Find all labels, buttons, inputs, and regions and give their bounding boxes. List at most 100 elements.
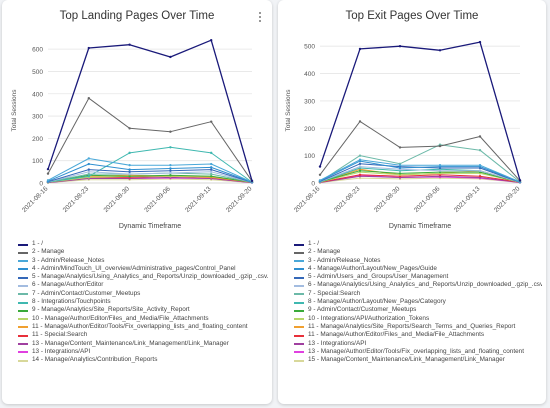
legend-item[interactable]: 4 - Manage/Author/Layout/New_Pages/Guide xyxy=(294,265,542,273)
legend-swatch xyxy=(294,359,304,362)
y-tick-label: 500 xyxy=(304,44,315,51)
legend-label: 3 - Admin/Release_Notes xyxy=(32,256,105,264)
legend-swatch xyxy=(294,284,304,287)
x-tick-label: 2021-09-06 xyxy=(143,185,172,214)
legend-swatch xyxy=(294,334,304,337)
legend-label: 9 - Admin/Contact/Customer_Meetups xyxy=(308,306,417,314)
series-line xyxy=(47,169,253,183)
data-point xyxy=(169,130,172,133)
legend-item[interactable]: 13 - Integrations/API xyxy=(294,340,542,348)
legend-item[interactable]: 1 - / xyxy=(294,240,542,248)
data-point xyxy=(358,165,362,168)
x-axis-label: Dynamic Timeframe xyxy=(119,223,181,230)
x-tick-label: 2021-08-30 xyxy=(373,185,402,214)
data-point xyxy=(210,162,213,166)
legend-item[interactable]: 1 - / xyxy=(18,240,268,248)
legend-item[interactable]: 13 - Integrations/API xyxy=(18,348,268,356)
y-tick-label: 500 xyxy=(32,69,43,76)
data-point xyxy=(169,163,172,167)
legend-label: 11 - Manage/Analytics/Site_Reports/Searc… xyxy=(308,322,516,330)
legend-label: 13 - Manage/Author/Editor/Tools/Fix_over… xyxy=(308,347,524,355)
y-tick-label: 300 xyxy=(32,114,43,121)
data-point xyxy=(128,175,131,178)
legend-item[interactable]: 4 - Admin/MindTouch_UI_overview/Administ… xyxy=(18,265,268,273)
legend-label: 5 - Manage/Analytics/Using_Analytics_and… xyxy=(32,273,268,281)
data-point xyxy=(87,157,91,160)
legend-item[interactable]: 5 - Manage/Analytics/Using_Analytics_and… xyxy=(18,273,268,281)
legend-item[interactable]: 2 - Manage xyxy=(18,248,268,256)
legend-item[interactable]: 7 - Admin/Contact/Customer_Meetups xyxy=(18,290,268,298)
legend-item[interactable]: 8 - Manage/Author/Layout/New_Pages/Categ… xyxy=(294,298,542,306)
legend-label: 8 - Manage/Author/Layout/New_Pages/Categ… xyxy=(308,298,446,306)
legend-item[interactable]: 2 - Manage xyxy=(294,248,542,256)
legend-label: 9 - Manage/Analytics/Site_Reports/Site_A… xyxy=(32,306,190,314)
data-point xyxy=(438,164,442,167)
legend-item[interactable]: 9 - Manage/Analytics/Site_Reports/Site_A… xyxy=(18,306,268,314)
legend-label: 8 - Integrations/Touchpoints xyxy=(32,298,111,306)
legend-label: 2 - Manage xyxy=(308,248,341,256)
legend-label: 2 - Manage xyxy=(32,248,65,256)
legend-item[interactable]: 8 - Integrations/Touchpoints xyxy=(18,298,268,306)
data-point xyxy=(87,46,91,50)
legend-swatch xyxy=(18,351,28,354)
data-point xyxy=(46,179,50,182)
legend-item[interactable]: 11 - Manage/Analytics/Site_Reports/Searc… xyxy=(294,323,542,331)
legend-swatch xyxy=(294,343,304,346)
legend-item[interactable]: 9 - Admin/Contact/Customer_Meetups xyxy=(294,306,542,314)
legend-item[interactable]: 11 - Special:Search xyxy=(18,331,268,339)
legend-label: 7 - Special:Search xyxy=(308,289,361,297)
data-point xyxy=(318,179,322,182)
legend-item[interactable]: 10 - Integrations/API/Authorization_Toke… xyxy=(294,315,542,323)
legend-item[interactable]: 6 - Manage/Author/Editor xyxy=(18,281,268,289)
legend-label: 13 - Integrations/API xyxy=(32,347,91,355)
y-tick-label: 200 xyxy=(32,136,43,143)
legend-item[interactable]: 13 - Manage/Author/Editor/Tools/Fix_over… xyxy=(294,348,542,356)
legend-item[interactable]: 5 - Admin/Users_and_Groups/User_Manageme… xyxy=(294,273,542,281)
x-tick-label: 2021-09-13 xyxy=(453,185,482,214)
data-point xyxy=(398,146,402,149)
legend-item[interactable]: 14 - Manage/Analytics/Contribution_Repor… xyxy=(18,356,268,364)
series-line xyxy=(47,39,253,181)
data-point xyxy=(169,169,172,172)
series-line xyxy=(47,163,253,183)
data-point xyxy=(210,166,213,169)
data-point xyxy=(128,127,131,130)
series-line xyxy=(319,120,521,182)
chart-legend: 1 - /2 - Manage 3 - Admin/Release_Notes 4 … xyxy=(294,240,542,364)
legend-swatch xyxy=(18,251,28,254)
legend-item[interactable]: 3 - Admin/Release_Notes xyxy=(294,257,542,265)
x-tick-label: 2021-08-16 xyxy=(293,185,322,214)
data-point xyxy=(169,55,172,59)
data-point xyxy=(210,172,213,176)
kebab-menu-icon[interactable] xyxy=(258,12,262,24)
legend-item[interactable]: 7 - Special:Search xyxy=(294,290,542,298)
data-point xyxy=(438,169,442,172)
data-point xyxy=(398,172,402,175)
legend-item[interactable]: 6 - Manage/Analytics/Using_Analytics_and… xyxy=(294,281,542,289)
series-line xyxy=(47,97,253,182)
legend-swatch xyxy=(18,301,28,304)
legend-label: 7 - Admin/Contact/Customer_Meetups xyxy=(32,289,141,297)
legend-item[interactable]: 10 - Manage/Author/Editor/Files_and_Medi… xyxy=(18,315,268,323)
data-point xyxy=(358,158,362,161)
legend-label: 10 - Manage/Author/Editor/Files_and_Medi… xyxy=(32,314,209,322)
legend-label: 13 - Integrations/API xyxy=(308,339,367,347)
legend-item[interactable]: 13 - Manage/Content_Maintenance/Link_Man… xyxy=(18,340,268,348)
legend-label: 10 - Integrations/API/Authorization_Toke… xyxy=(308,314,430,322)
legend-item[interactable]: 15 - Manage/Content_Maintenance/Link_Man… xyxy=(294,356,542,364)
legend-swatch xyxy=(294,293,304,296)
data-point xyxy=(128,168,131,171)
data-point xyxy=(210,39,213,42)
data-point xyxy=(87,97,91,100)
legend-label: 6 - Manage/Analytics/Using_Analytics_and… xyxy=(308,281,542,289)
data-point xyxy=(128,163,131,167)
legend-item[interactable]: 11 - Manage/Author/Editor/Tools/Fix_over… xyxy=(18,323,268,331)
series-line xyxy=(319,166,521,183)
series-line xyxy=(319,170,521,183)
legend-item[interactable]: 11 - Manage/Author/Editor/Files_and_Medi… xyxy=(294,331,542,339)
data-point xyxy=(210,120,213,123)
legend-swatch xyxy=(18,268,28,271)
legend-label: 1 - / xyxy=(32,240,44,247)
legend-label: 1 - / xyxy=(308,240,320,247)
legend-item[interactable]: 3 - Admin/Release_Notes xyxy=(18,257,268,265)
